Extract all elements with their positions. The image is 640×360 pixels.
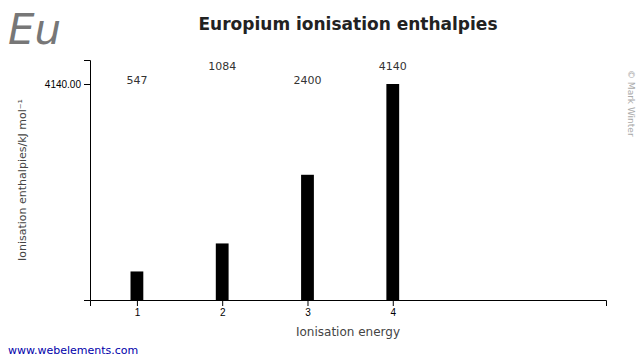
y-axis: 4140.00 xyxy=(45,61,91,301)
data-label: 4140 xyxy=(379,60,407,73)
x-axis: 1 2 3 4 xyxy=(91,300,607,318)
tick-label: 4140.00 xyxy=(45,79,82,90)
website: www.webelements.com xyxy=(8,344,138,357)
bar xyxy=(216,243,229,300)
tick: 3 xyxy=(305,300,311,318)
tick-label: 2 xyxy=(220,307,226,318)
tick: 2 xyxy=(220,300,226,318)
tick: 1 xyxy=(135,300,141,318)
data-labels: 547 1084 2400 4140 xyxy=(126,60,406,87)
tick-mark xyxy=(84,84,90,85)
plot-area: 4140.00 1 2 3 4 547 1084 2400 4140 xyxy=(45,60,607,318)
tick: 4 xyxy=(390,300,396,318)
data-label: 547 xyxy=(126,74,147,87)
tick-label: 4 xyxy=(390,307,396,318)
axis-line xyxy=(91,301,607,307)
element-symbol: Eu xyxy=(8,5,61,54)
tick-label: 1 xyxy=(135,307,141,318)
data-label: 2400 xyxy=(293,74,321,87)
tick-mark xyxy=(137,300,138,306)
x-axis-title: Ionisation energy xyxy=(296,325,400,339)
bar xyxy=(301,175,314,300)
bar xyxy=(386,84,399,300)
bars xyxy=(131,84,400,300)
tick-mark xyxy=(393,300,394,306)
title: Europium ionisation enthalpies xyxy=(199,14,498,34)
y-axis-title: Ionisation enthalpies/kJ mol⁻¹ xyxy=(16,99,29,261)
copyright: © Mark Winter xyxy=(626,70,636,137)
tick: 4140.00 xyxy=(45,79,90,90)
axis-line xyxy=(84,61,91,301)
chart: 4140.00 1 2 3 4 547 1084 2400 4140 Europium ionis… xyxy=(0,0,640,360)
tick-label: 3 xyxy=(305,307,311,318)
tick-mark xyxy=(307,300,308,306)
data-label: 1084 xyxy=(208,60,236,73)
tick-mark xyxy=(222,300,223,306)
bar xyxy=(131,271,144,300)
